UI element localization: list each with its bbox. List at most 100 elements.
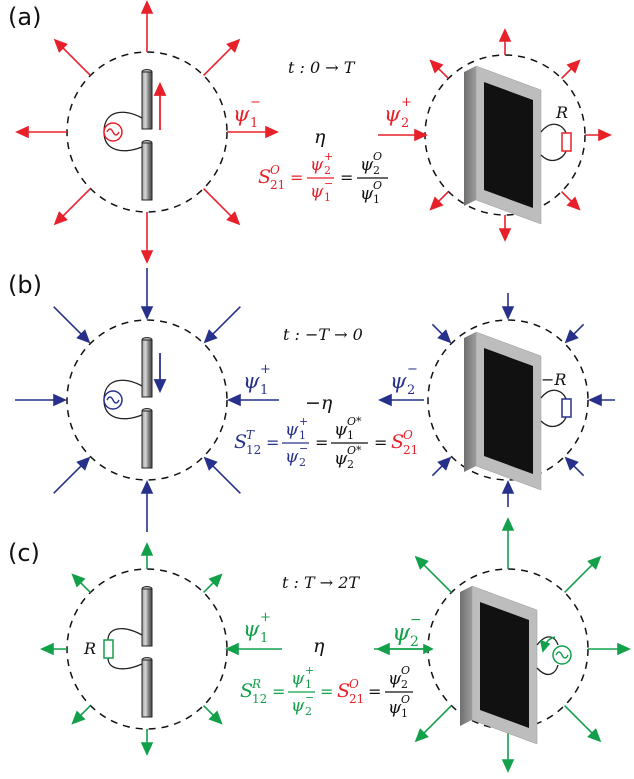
svg-text:−: − (407, 362, 418, 377)
svg-text:S: S (240, 680, 253, 702)
scattering-equation-b: S T 12 = ψ + 1 ψ − 2 = ψ O* 1 ψ O* 2 (234, 415, 418, 471)
metasurface-absorber (464, 65, 542, 225)
svg-text:ψ: ψ (291, 696, 305, 716)
svg-text:=: = (340, 168, 353, 187)
svg-text:ψ: ψ (390, 369, 407, 393)
right-boundary-circle (427, 319, 589, 481)
svg-text:+: + (260, 362, 271, 377)
current-arrow-down (153, 353, 167, 394)
metasurface-absorber (460, 585, 538, 745)
time-interval: t : 0 → T (288, 58, 356, 77)
svg-text:1: 1 (401, 707, 408, 720)
svg-text:O: O (373, 179, 382, 192)
svg-text:2: 2 (305, 705, 312, 718)
svg-text:2: 2 (401, 116, 409, 131)
svg-text:21: 21 (349, 692, 364, 706)
wave-label-left: ψ − 1 (233, 95, 261, 131)
svg-text:ψ: ψ (285, 447, 299, 467)
svg-text:T: T (246, 428, 255, 442)
svg-text:ψ: ψ (334, 449, 348, 469)
svg-text:1: 1 (305, 678, 312, 691)
outgoing-arrow-from-right (378, 393, 424, 407)
svg-text:O: O (373, 150, 382, 163)
time-interval: t : −T → 0 (283, 325, 363, 344)
svg-text:S: S (258, 166, 271, 188)
svg-text:ψ: ψ (310, 155, 324, 175)
svg-text:1: 1 (299, 429, 306, 442)
svg-text:+: + (260, 610, 271, 625)
ac-source-icon (536, 636, 572, 676)
svg-text:+: + (299, 415, 308, 428)
dipole-antenna (107, 586, 153, 718)
svg-text:1: 1 (260, 383, 268, 398)
current-arrow-curved (539, 636, 556, 653)
svg-text:2: 2 (407, 383, 415, 398)
svg-text:ψ: ψ (243, 617, 260, 641)
wave-label-right: ψ − 2 (392, 612, 422, 650)
outgoing-arrows-left (15, 0, 279, 264)
svg-text:2: 2 (401, 678, 408, 691)
svg-text:+: + (401, 95, 412, 110)
svg-text:−: − (324, 177, 333, 190)
svg-text:ψ: ψ (360, 184, 374, 204)
load-label: −R (541, 370, 566, 389)
svg-text:1: 1 (324, 191, 331, 204)
wave-label-left: ψ + 1 (243, 610, 271, 646)
svg-text:ψ: ψ (388, 698, 402, 718)
wave-label-right: ψ + 2 (384, 95, 412, 131)
panel-a: (a) (8, 0, 612, 264)
svg-text:ψ: ψ (233, 102, 250, 126)
svg-text:+: + (305, 664, 314, 677)
ac-source-icon (103, 122, 123, 142)
svg-text:O*: O* (347, 444, 362, 457)
panel-label-a: (a) (8, 3, 41, 31)
panel-b: (b) (8, 268, 615, 532)
svg-text:S: S (234, 431, 247, 453)
svg-text:−: − (410, 612, 422, 628)
svg-text:2: 2 (373, 164, 380, 177)
svg-text:ψ: ψ (334, 420, 348, 440)
svg-text:O: O (403, 428, 413, 442)
svg-text:ψ: ψ (360, 155, 374, 175)
time-interval: t : T → 2T (282, 573, 360, 592)
resistor-load-icon (540, 389, 572, 428)
svg-text:=: = (290, 168, 303, 187)
svg-text:1: 1 (347, 429, 354, 442)
ac-source-icon (103, 390, 123, 410)
svg-text:O: O (401, 693, 410, 706)
svg-text:1: 1 (373, 193, 380, 206)
svg-text:−: − (299, 442, 308, 455)
efficiency-symbol: η (314, 126, 326, 148)
metasurface-absorber (464, 331, 542, 491)
svg-text:21: 21 (270, 178, 285, 192)
efficiency-symbol: η (313, 635, 325, 657)
svg-text:12: 12 (252, 692, 267, 706)
scattering-equation-c: S R 12 = ψ + 1 ψ − 2 = S O 21 = ψ O (240, 664, 413, 720)
svg-text:−: − (250, 95, 261, 110)
svg-text:O: O (349, 677, 359, 691)
wave-label-right: ψ − 2 (390, 362, 418, 398)
scattered-arrows-right (429, 28, 612, 242)
efficiency-symbol: −η (305, 392, 333, 414)
svg-text:ψ: ψ (392, 620, 411, 646)
svg-text:S: S (337, 680, 350, 702)
panel-label-b: (b) (8, 271, 42, 299)
incident-arrow-into-right (374, 643, 434, 655)
svg-text:21: 21 (403, 443, 418, 457)
svg-text:=: = (266, 433, 279, 452)
incident-arrow-into-left (225, 642, 282, 656)
svg-text:12: 12 (246, 443, 261, 457)
svg-text:O*: O* (347, 415, 362, 428)
svg-text:O: O (401, 664, 410, 677)
svg-text:=: = (272, 682, 285, 701)
svg-text:ψ: ψ (243, 369, 260, 393)
svg-text:2: 2 (410, 634, 419, 650)
svg-text:2: 2 (347, 458, 354, 471)
svg-text:=: = (368, 682, 381, 701)
svg-text:ψ: ψ (285, 420, 299, 440)
incoming-arrows-left (15, 268, 279, 532)
scattered-arrows-left (40, 542, 223, 756)
svg-text:ψ: ψ (384, 102, 401, 126)
svg-text:R: R (251, 677, 261, 691)
